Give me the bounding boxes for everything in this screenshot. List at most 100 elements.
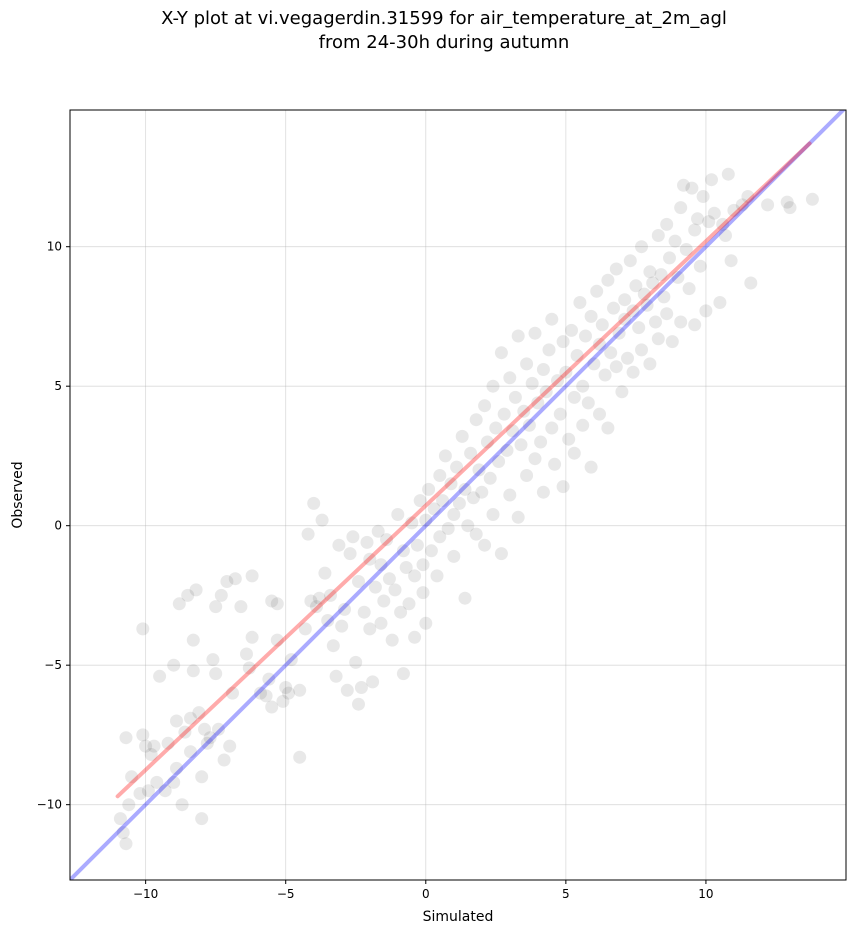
- data-point: [584, 460, 598, 474]
- data-point: [705, 173, 718, 187]
- data-point: [408, 630, 422, 644]
- data-point: [293, 683, 307, 697]
- data-point: [170, 761, 183, 775]
- data-point: [416, 558, 430, 572]
- data-point: [640, 298, 654, 312]
- data-point: [618, 293, 632, 307]
- data-point: [660, 307, 674, 321]
- data-point: [270, 633, 284, 647]
- data-point: [385, 633, 399, 647]
- data-point: [508, 390, 522, 404]
- data-point: [663, 251, 676, 265]
- x-tick-label: 0: [422, 887, 430, 901]
- data-point: [665, 335, 679, 349]
- data-point: [618, 312, 632, 326]
- data-point: [598, 368, 612, 382]
- data-point: [643, 265, 657, 279]
- data-point: [284, 653, 298, 667]
- plot-frame: [69, 109, 847, 881]
- data-point: [181, 588, 195, 602]
- data-point: [408, 569, 422, 583]
- data-point: [478, 399, 492, 413]
- data-point: [363, 622, 377, 636]
- data-point: [228, 572, 242, 586]
- data-point: [141, 784, 155, 798]
- data-point: [744, 276, 758, 290]
- data-point: [217, 753, 231, 767]
- data-point: [576, 379, 590, 393]
- data-point: [522, 418, 536, 432]
- data-point: [621, 351, 634, 365]
- y-tick-label: −10: [37, 798, 62, 812]
- data-point: [654, 268, 668, 282]
- data-point: [531, 396, 545, 410]
- data-point: [125, 770, 139, 784]
- data-point: [136, 622, 150, 636]
- data-point: [352, 575, 365, 588]
- data-point: [276, 694, 290, 708]
- data-point: [480, 435, 494, 449]
- data-point: [394, 605, 408, 619]
- x-tick-label: 5: [562, 887, 570, 901]
- data-point: [343, 547, 357, 561]
- data-point: [301, 527, 315, 541]
- data-point: [607, 301, 620, 315]
- data-point: [593, 337, 606, 351]
- data-point: [483, 471, 497, 485]
- chart-title-line-2: from 24-30h during autumn: [319, 32, 570, 53]
- data-point: [671, 270, 685, 284]
- data-point: [427, 502, 441, 516]
- data-point: [691, 212, 704, 226]
- y-tick-label: 10: [47, 240, 62, 254]
- data-point: [761, 198, 775, 212]
- data-point: [298, 622, 312, 636]
- data-point: [422, 482, 436, 496]
- data-point: [528, 326, 542, 340]
- data-point: [478, 538, 492, 552]
- y-tick-label: 0: [54, 519, 62, 533]
- data-point: [346, 530, 360, 544]
- data-point: [688, 318, 702, 332]
- data-point: [223, 739, 237, 753]
- data-point: [693, 259, 707, 273]
- data-point: [545, 421, 559, 435]
- data-point: [494, 346, 508, 360]
- data-point: [545, 312, 559, 326]
- data-point: [167, 658, 181, 672]
- data-point: [702, 215, 716, 229]
- data-point: [265, 594, 279, 608]
- data-point: [438, 449, 452, 463]
- data-point: [192, 706, 206, 720]
- data-point: [352, 697, 365, 711]
- data-point: [119, 837, 133, 851]
- data-point: [433, 530, 447, 544]
- data-point: [579, 329, 592, 343]
- data-point: [472, 463, 486, 477]
- data-point: [419, 513, 433, 527]
- data-point: [542, 343, 556, 357]
- data-point: [226, 686, 239, 700]
- data-point: [469, 527, 483, 541]
- data-point: [609, 360, 623, 374]
- data-point: [354, 681, 368, 694]
- data-point: [178, 725, 192, 739]
- data-point: [220, 575, 234, 588]
- data-point: [584, 309, 598, 323]
- fit-line: [115, 141, 812, 799]
- data-point: [424, 544, 438, 558]
- data-point: [312, 591, 326, 605]
- data-point: [195, 770, 209, 784]
- data-point: [646, 276, 660, 290]
- data-point: [147, 739, 161, 753]
- data-point: [783, 201, 797, 215]
- data-point: [528, 452, 542, 466]
- data-point: [525, 376, 539, 390]
- data-point: [780, 195, 794, 209]
- data-point: [637, 287, 651, 301]
- data-point: [170, 714, 183, 728]
- data-point: [310, 600, 323, 614]
- data-point: [573, 296, 587, 309]
- data-point: [657, 290, 671, 304]
- data-point: [396, 544, 410, 558]
- data-point: [234, 600, 248, 614]
